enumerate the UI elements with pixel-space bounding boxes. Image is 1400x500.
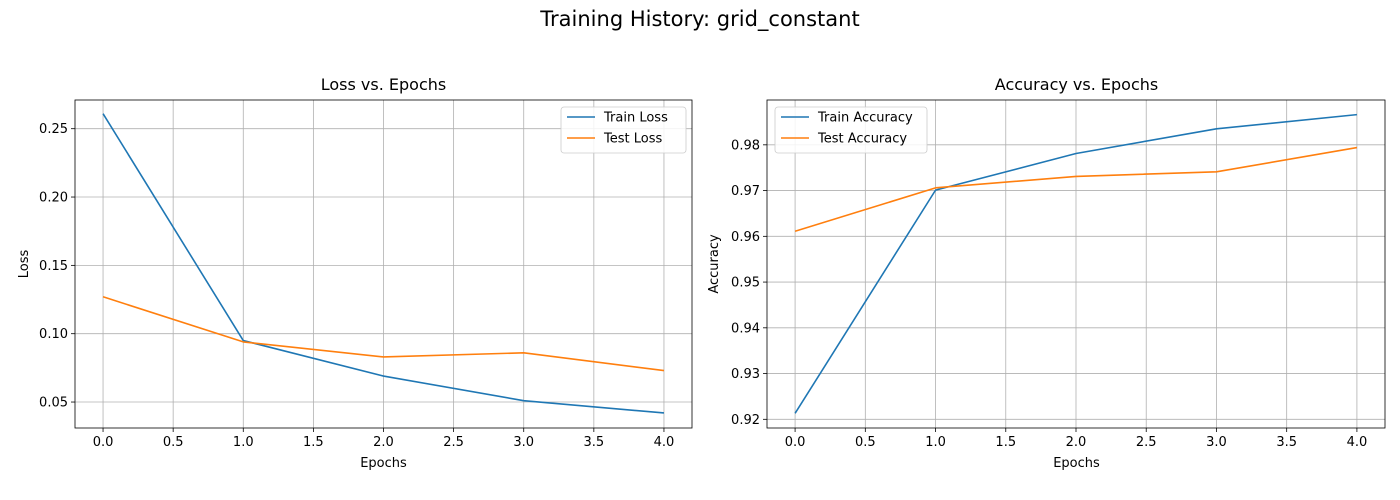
loss-chart-xtick-label: 3.0 xyxy=(513,435,534,450)
accuracy-chart-legend-label: Train Accuracy xyxy=(817,111,913,126)
loss-chart-xtick-label: 4.0 xyxy=(654,435,675,450)
loss-chart-ytick-label: 0.15 xyxy=(39,259,68,274)
accuracy-chart-xtick-label: 2.0 xyxy=(1066,435,1087,450)
accuracy-chart-legend-box xyxy=(774,106,928,154)
figure-suptitle: Training History: grid_constant xyxy=(539,7,859,32)
loss-chart-xtick-label: 0.5 xyxy=(163,435,184,450)
loss-chart-legend-label: Train Loss xyxy=(603,111,668,126)
loss-chart-legend: Train Loss Test Loss xyxy=(560,106,687,154)
accuracy-chart-xtick-label: 3.5 xyxy=(1276,435,1297,450)
accuracy-chart-xtick-label: 1.5 xyxy=(995,435,1016,450)
accuracy-chart-ytick-label: 0.96 xyxy=(731,230,760,245)
accuracy-chart-xtick-label: 1.0 xyxy=(925,435,946,450)
accuracy-chart-ylabel: Accuracy xyxy=(707,234,722,294)
accuracy-chart-xtick-label: 2.5 xyxy=(1136,435,1157,450)
accuracy-chart-legend: Train Accuracy Test Accuracy xyxy=(774,106,928,154)
accuracy-chart-ytick-label: 0.93 xyxy=(731,367,760,382)
loss-chart: Loss vs. Epochs Epochs Loss 0.0 0.5 1.0 1.5… xyxy=(17,75,693,471)
loss-chart-xlabel: Epochs xyxy=(360,456,407,471)
loss-chart-ylabel: Loss xyxy=(17,250,32,279)
accuracy-chart-ytick-label: 0.94 xyxy=(731,321,760,336)
loss-chart-xtick-label: 3.5 xyxy=(583,435,604,450)
accuracy-chart: Accuracy vs. Epochs Epochs Accuracy 0.0 0… xyxy=(707,75,1386,471)
loss-chart-series-line-test xyxy=(102,296,665,372)
loss-chart-xtick-label: 0.0 xyxy=(93,435,114,450)
accuracy-chart-series-line-test xyxy=(794,146,1358,233)
accuracy-chart-xlabel: Epochs xyxy=(1053,456,1100,471)
loss-chart-plot-frame xyxy=(74,99,693,429)
accuracy-chart-xtick-label: 0.5 xyxy=(855,435,876,450)
loss-chart-ytick-label: 0.20 xyxy=(39,191,68,206)
loss-chart-ytick-label: 0.05 xyxy=(39,396,68,411)
loss-chart-ytick-label: 0.25 xyxy=(39,122,68,137)
accuracy-chart-ytick-label: 0.97 xyxy=(731,184,760,199)
accuracy-chart-ytick-label: 0.95 xyxy=(731,276,760,291)
loss-chart-ytick-label: 0.10 xyxy=(39,327,68,342)
accuracy-chart-series-line-train xyxy=(794,113,1357,414)
accuracy-chart-xtick-label: 4.0 xyxy=(1347,435,1368,450)
accuracy-chart-ytick-label: 0.98 xyxy=(731,138,760,153)
accuracy-chart-xtick-label: 0.0 xyxy=(785,435,806,450)
loss-chart-xtick-label: 1.5 xyxy=(303,435,324,450)
accuracy-chart-ytick-label: 0.92 xyxy=(731,413,760,428)
loss-chart-legend-label: Test Loss xyxy=(603,132,662,147)
accuracy-chart-legend-label: Test Accuracy xyxy=(817,132,907,147)
loss-chart-legend-box xyxy=(560,106,687,154)
accuracy-chart-title: Accuracy vs. Epochs xyxy=(995,75,1158,94)
accuracy-chart-plot-frame xyxy=(766,99,1386,429)
loss-chart-xtick-label: 2.0 xyxy=(373,435,394,450)
loss-chart-xtick-label: 1.0 xyxy=(233,435,254,450)
loss-chart-xtick-label: 2.5 xyxy=(443,435,464,450)
loss-chart-title: Loss vs. Epochs xyxy=(321,75,446,94)
loss-chart-series-line-train xyxy=(102,113,665,414)
accuracy-chart-xtick-label: 3.0 xyxy=(1206,435,1227,450)
